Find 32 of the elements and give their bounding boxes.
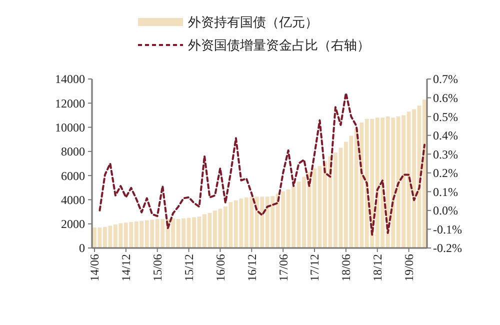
y-tick-label: 14000 [55, 72, 85, 86]
y-tick-label: 4000 [61, 192, 85, 207]
y2-tick-label: 0.3% [433, 147, 458, 162]
x-tick-label: 17/06 [276, 254, 290, 282]
x-tick-label: 15/12 [182, 254, 196, 282]
y2-tick-label: 0.5% [433, 110, 458, 124]
y-tick-label: 10000 [55, 120, 85, 134]
y2-tick-label: 0.6% [433, 90, 458, 105]
legend-label: 外资国债增量资金占比（右轴） [188, 38, 370, 53]
y2-tick-label: -0.1% [433, 222, 462, 236]
y2-tick-label: -0.2% [433, 241, 462, 256]
y-tick-label: 2000 [61, 217, 85, 232]
y2-tick-label: 0.1% [433, 184, 458, 199]
x-tick-label: 15/06 [150, 254, 165, 282]
y2-tick-label: 0.4% [433, 128, 458, 143]
y-tick-label: 12000 [55, 96, 85, 110]
line-series [98, 92, 426, 236]
legend-label: 外资持有国债（亿元） [188, 14, 318, 30]
x-tick-label: 14/12 [119, 254, 134, 282]
x-tick-label: 16/12 [244, 254, 259, 282]
x-tick-label: 16/06 [213, 254, 228, 282]
y-tick-label: 8000 [61, 144, 85, 159]
y-tick-label: 0 [79, 241, 85, 256]
x-tick-label: 19/06 [402, 254, 416, 282]
y2-tick-label: 0.2% [433, 166, 458, 180]
x-tick-label: 14/06 [88, 254, 102, 282]
x-tick-label: 17/12 [308, 254, 322, 282]
y-tick-label: 6000 [61, 168, 85, 183]
x-tick-label: 18/12 [370, 254, 385, 282]
y2-tick-label: 0.7% [433, 72, 458, 86]
y2-tick-label: 0.0% [433, 204, 458, 218]
x-tick-label: 18/06 [339, 254, 354, 282]
